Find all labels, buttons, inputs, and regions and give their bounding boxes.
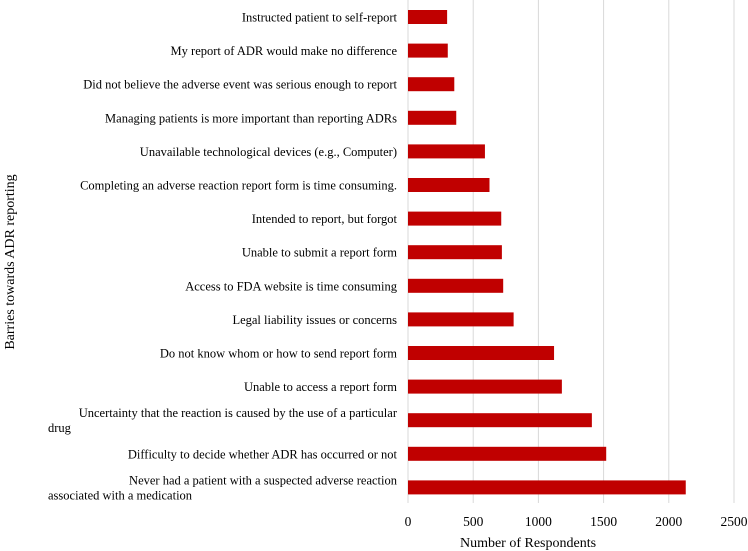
x-axis-title: Number of Respondents (460, 536, 596, 551)
bar (408, 278, 504, 293)
bar (408, 245, 502, 260)
bar (408, 211, 502, 226)
category-label: Did not believe the adverse event was se… (83, 78, 397, 92)
x-tick-label: 1000 (525, 514, 552, 529)
bar (408, 379, 562, 394)
bar (408, 413, 592, 428)
category-label: Unable to submit a report form (242, 246, 397, 260)
category-label: Do not know whom or how to send report f… (160, 347, 397, 361)
category-label: Intended to report, but forgot (252, 212, 398, 226)
bars (408, 10, 686, 495)
x-tick-labels: 0 500 1000 1500 2000 2500 (405, 514, 748, 529)
category-label: My report of ADR would make no differenc… (171, 44, 398, 58)
bar (408, 10, 448, 24)
category-label: Completing an adverse reaction report fo… (80, 179, 397, 193)
bar (408, 446, 607, 461)
category-label: Never had a patient with a suspected adv… (129, 473, 398, 487)
category-label: Uncertainty that the reaction is caused … (79, 406, 398, 420)
category-label: Managing patients is more important than… (105, 111, 397, 125)
category-label: drug (48, 421, 72, 435)
bar (408, 312, 514, 327)
bar (408, 144, 485, 159)
category-label: Unable to access a report form (244, 380, 397, 394)
category-label: Unavailable technological devices (e.g.,… (140, 145, 397, 159)
bar (408, 346, 555, 360)
x-tick-label: 1500 (590, 514, 617, 529)
x-tick-label: 0 (405, 514, 412, 529)
bar (408, 77, 455, 92)
category-labels: Instructed patient to self-report My repo… (48, 11, 398, 503)
bar (408, 480, 686, 495)
bar (408, 110, 457, 125)
category-label: Legal liability issues or concerns (232, 313, 397, 327)
bar (408, 178, 490, 192)
category-label: Instructed patient to self-report (242, 11, 398, 25)
x-tick-label: 2000 (655, 514, 682, 529)
x-tick-label: 500 (463, 514, 484, 529)
category-label: Difficulty to decide whether ADR has occ… (128, 447, 398, 461)
x-tick-label: 2500 (721, 514, 748, 529)
bar (408, 43, 448, 58)
y-axis-title: Barries towards ADR reporting (3, 174, 18, 349)
category-label: Access to FDA website is time consuming (185, 279, 398, 293)
category-label: associated with a medication (48, 488, 193, 502)
